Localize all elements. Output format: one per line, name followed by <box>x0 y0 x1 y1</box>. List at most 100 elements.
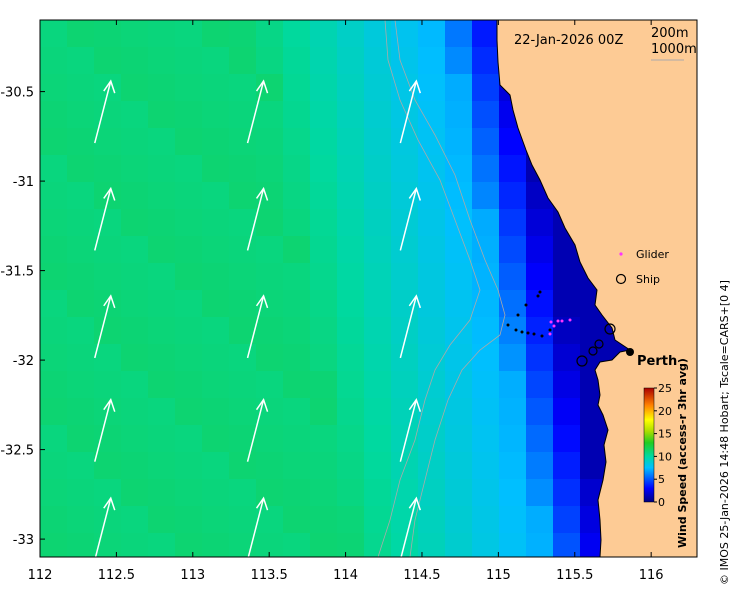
wind-cell <box>418 290 446 318</box>
wind-cell <box>175 317 203 345</box>
wind-cell <box>94 317 122 345</box>
wind-cell <box>391 236 419 264</box>
wind-cell <box>364 290 392 318</box>
wind-cell <box>445 101 473 129</box>
wind-arrow <box>94 496 116 557</box>
map-plot-area <box>40 20 697 557</box>
colorbar-tick-label: 25 <box>658 382 672 395</box>
wind-cell <box>337 479 365 507</box>
wind-cell <box>337 290 365 318</box>
wind-cell <box>40 344 68 372</box>
wind-cell <box>472 155 500 183</box>
wind-cell <box>67 155 95 183</box>
wind-cell <box>553 479 581 507</box>
perth-marker <box>626 348 634 356</box>
wind-cell <box>175 398 203 426</box>
wind-cell <box>67 479 95 507</box>
wind-cell <box>283 20 311 48</box>
wind-cell <box>445 290 473 318</box>
wind-arrow <box>246 79 269 144</box>
contour-label-1000m: 1000m <box>651 42 697 57</box>
lat-tick-label: -31 <box>13 175 34 190</box>
wind-cell <box>67 344 95 372</box>
wind-cell <box>526 371 554 399</box>
wind-cell <box>364 209 392 237</box>
wind-cell <box>175 236 203 264</box>
wind-cell <box>553 398 581 426</box>
wind-cell <box>472 533 500 557</box>
wind-cell <box>364 398 392 426</box>
wind-cell <box>337 425 365 453</box>
wind-cell <box>310 425 338 453</box>
wind-cell <box>229 317 257 345</box>
wind-cell <box>418 20 446 48</box>
wind-cell <box>310 128 338 156</box>
wind-cell <box>256 263 284 291</box>
wind-cell <box>337 317 365 345</box>
wind-cell <box>202 209 230 237</box>
wind-cell <box>418 452 446 480</box>
wind-cell <box>310 182 338 210</box>
wind-cell <box>67 263 95 291</box>
wind-cell <box>391 371 419 399</box>
wind-cell <box>391 479 419 507</box>
wind-cell <box>175 344 203 372</box>
wind-cell <box>256 74 284 102</box>
colorbar-tick-label: 5 <box>658 473 665 486</box>
wind-cell <box>202 263 230 291</box>
wind-cell <box>175 371 203 399</box>
wind-cell <box>94 182 122 210</box>
wind-cell <box>337 506 365 534</box>
wind-cell <box>40 425 68 453</box>
wind-cell <box>256 344 284 372</box>
wind-cell <box>229 452 257 480</box>
wind-cell <box>67 398 95 426</box>
wind-cell <box>67 236 95 264</box>
plot-frame <box>39 19 698 558</box>
wind-cell <box>229 425 257 453</box>
wind-cell <box>364 317 392 345</box>
wind-cell <box>310 398 338 426</box>
wind-cell <box>175 182 203 210</box>
wind-cell <box>499 182 527 210</box>
wind-cell <box>40 209 68 237</box>
wind-cell <box>40 128 68 156</box>
wind-cell <box>283 506 311 534</box>
wind-arrow <box>399 398 422 462</box>
wind-cell <box>67 452 95 480</box>
wind-cell <box>391 155 419 183</box>
wind-cell <box>499 506 527 534</box>
colorbar-tick-label: 10 <box>658 450 672 463</box>
wind-arrow <box>400 496 422 557</box>
wind-cell <box>310 506 338 534</box>
wind-cell <box>472 263 500 291</box>
wind-cell <box>364 128 392 156</box>
wind-cell <box>94 236 122 264</box>
wind-cell <box>445 263 473 291</box>
wind-cell <box>337 236 365 264</box>
wind-cell <box>364 236 392 264</box>
wind-cell <box>175 425 203 453</box>
wind-cell <box>121 20 149 48</box>
wind-cell <box>67 182 95 210</box>
wind-cell <box>67 74 95 102</box>
contour-1000m <box>377 20 481 557</box>
wind-cell <box>283 209 311 237</box>
wind-cell <box>148 398 176 426</box>
wind-cell <box>310 209 338 237</box>
wind-cell <box>121 479 149 507</box>
lon-tick-label: 115.5 <box>556 568 593 583</box>
wind-cell <box>229 533 257 557</box>
wind-cell <box>337 47 365 75</box>
wind-arrow <box>246 398 269 462</box>
wind-cell <box>445 506 473 534</box>
timestamp-label: 22-Jan-2026 00Z <box>514 33 623 48</box>
wind-cell <box>472 182 500 210</box>
wind-cell <box>283 182 311 210</box>
wind-cell <box>256 209 284 237</box>
wind-cell <box>202 128 230 156</box>
lon-tick-label: 112.5 <box>98 568 135 583</box>
wind-cell <box>148 47 176 75</box>
wind-cell <box>283 155 311 183</box>
wind-cell <box>310 371 338 399</box>
